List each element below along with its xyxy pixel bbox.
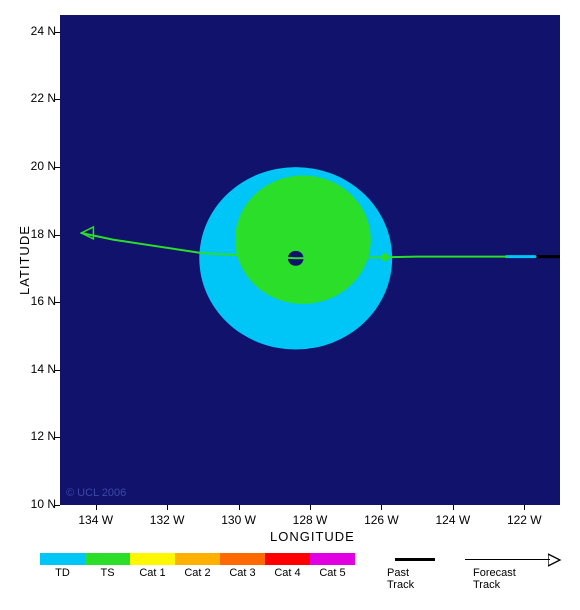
y-tick-label: 16 N (22, 294, 56, 308)
legend-forecast-arrowhead-icon (548, 553, 562, 567)
x-tick-label: 124 W (431, 513, 475, 527)
legend-swatch (175, 553, 220, 565)
legend-swatch (130, 553, 175, 565)
x-tick-label: 130 W (217, 513, 261, 527)
y-tick-label: 22 N (22, 91, 56, 105)
legend-past-line (395, 558, 435, 561)
legend-swatch-label: Cat 3 (220, 567, 265, 579)
x-tick-label: 132 W (145, 513, 189, 527)
y-tick-label: 18 N (22, 227, 56, 241)
legend-swatch-label: TS (85, 567, 130, 579)
x-tick-label: 134 W (74, 513, 118, 527)
legend-swatch-label: Cat 2 (175, 567, 220, 579)
legend-swatch-label: TD (40, 567, 85, 579)
legend-swatch (310, 553, 355, 565)
legend-past-label: Past Track (387, 567, 414, 591)
legend-swatch (265, 553, 310, 565)
y-tick-label: 12 N (22, 429, 56, 443)
legend-swatch-label: Cat 5 (310, 567, 355, 579)
x-tick-label: 128 W (288, 513, 332, 527)
legend-forecast-line (465, 559, 550, 560)
map-plot (60, 15, 560, 505)
x-axis-label: LONGITUDE (270, 529, 355, 544)
credit-text: © UCL 2006 (66, 487, 126, 499)
legend-swatch (40, 553, 85, 565)
legend-swatch-label: Cat 1 (130, 567, 175, 579)
y-tick-label: 14 N (22, 362, 56, 376)
y-tick-label: 24 N (22, 24, 56, 38)
legend-forecast-label: Forecast Track (473, 567, 516, 591)
x-tick-label: 122 W (502, 513, 546, 527)
x-tick-label: 126 W (359, 513, 403, 527)
legend-swatch-label: Cat 4 (265, 567, 310, 579)
legend-swatch (85, 553, 130, 565)
legend-swatch (220, 553, 265, 565)
y-tick-label: 20 N (22, 159, 56, 173)
y-tick-label: 10 N (22, 497, 56, 511)
